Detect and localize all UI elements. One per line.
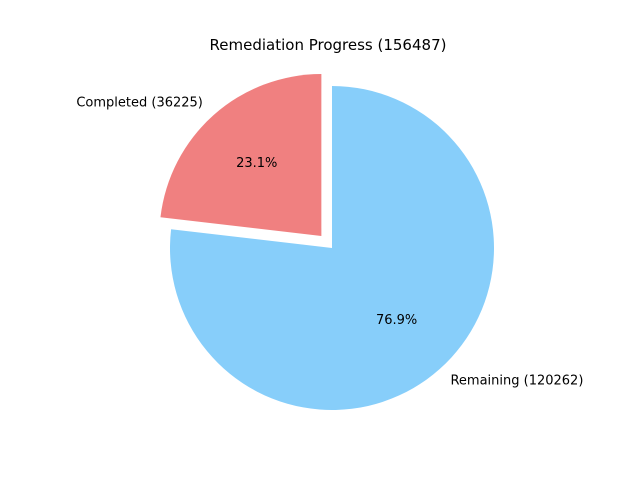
slice-percent-1: 76.9% xyxy=(376,313,417,328)
slice-percent-0: 23.1% xyxy=(236,156,277,171)
slice-label-0: Completed (36225) xyxy=(76,95,203,110)
slice-label-1: Remaining (120262) xyxy=(450,374,583,389)
chart-title: Remediation Progress (156487) xyxy=(210,36,447,54)
pie-slice-0 xyxy=(160,74,322,237)
pie-labels: Completed (36225) 23.1% Remaining (120262)… xyxy=(76,95,583,388)
pie-slices xyxy=(160,74,494,411)
pie-slice-1 xyxy=(170,86,494,411)
